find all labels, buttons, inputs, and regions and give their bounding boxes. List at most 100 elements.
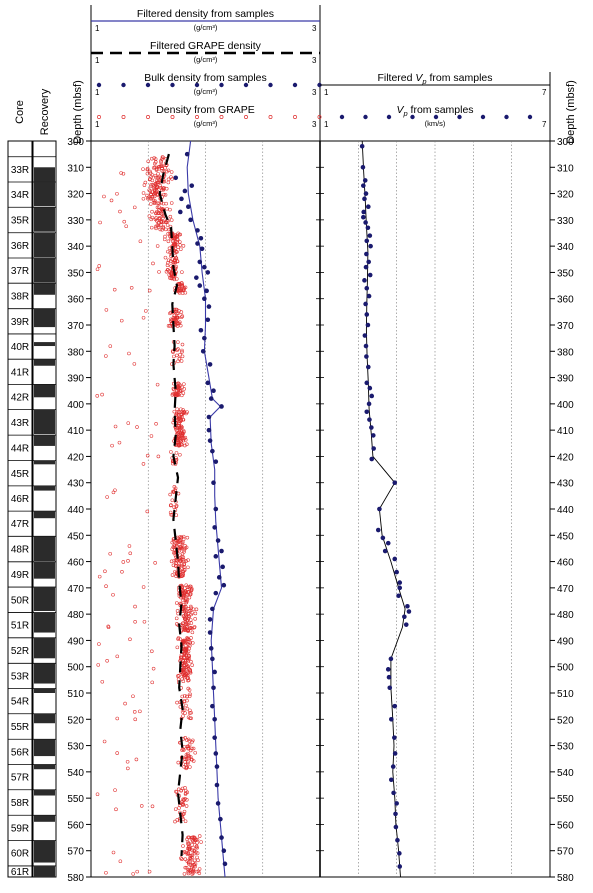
grape-point	[179, 310, 184, 314]
bulk-density-point	[197, 283, 203, 288]
vp-point	[393, 811, 398, 817]
grape-point	[180, 393, 184, 398]
grape-point	[179, 407, 183, 412]
grape-point	[168, 259, 173, 263]
grape-point	[176, 245, 180, 249]
recovered-interval	[34, 688, 55, 693]
grape-point	[179, 439, 184, 443]
legend-dot-sample	[457, 114, 462, 120]
depth-tick-label-right: 400	[557, 400, 574, 411]
grape-point	[149, 182, 154, 187]
grape-point	[97, 264, 101, 268]
grape-point	[171, 550, 176, 555]
vp-point	[375, 527, 381, 533]
bulk-density-point	[207, 438, 213, 443]
core-header: Core	[14, 100, 26, 124]
depth-tick-label-left: 330	[67, 216, 84, 227]
grape-point	[180, 748, 184, 752]
grape-point	[172, 277, 177, 282]
core-label: 45R	[11, 469, 29, 480]
grape-point	[155, 244, 160, 248]
legend-circle-sample	[244, 115, 248, 119]
grape-point	[174, 543, 179, 548]
grape-point	[182, 638, 186, 643]
grape-point	[115, 716, 120, 721]
grape-point	[189, 588, 194, 592]
grape-point	[191, 845, 195, 850]
depth-tick-label-left: 380	[67, 347, 84, 358]
grape-point	[155, 180, 160, 185]
depth-tick-label-left: 560	[67, 820, 84, 831]
depth-tick-label-left: 400	[67, 400, 84, 411]
grape-point	[118, 859, 123, 864]
grape-point	[179, 655, 183, 660]
grape-point	[186, 558, 190, 562]
bulk-density-point	[178, 209, 183, 215]
grape-point	[182, 748, 186, 752]
grape-point	[182, 797, 186, 802]
grape-point	[174, 504, 179, 508]
grape-point	[190, 872, 195, 876]
grape-point	[97, 642, 101, 646]
legend-dot-sample	[317, 82, 322, 88]
vp-point	[380, 535, 386, 541]
core-label: 42R	[11, 393, 29, 404]
depth-tick-label-left: 360	[67, 295, 84, 306]
grape-point	[182, 617, 187, 621]
grape-point	[180, 350, 184, 354]
grape-point	[169, 319, 173, 323]
grape-point	[183, 673, 187, 677]
grape-point	[188, 692, 192, 697]
legend-dot-sample	[219, 82, 224, 88]
vp-point	[363, 191, 369, 196]
grape-point	[173, 259, 177, 263]
grape-point	[161, 207, 165, 211]
recovered-interval	[34, 384, 55, 398]
grape-point	[189, 716, 193, 721]
grape-point	[190, 641, 195, 645]
depth-tick-label-left: 350	[67, 268, 84, 279]
recovered-interval	[34, 283, 55, 295]
grape-point	[183, 819, 188, 823]
grape-point	[175, 700, 179, 705]
grape-point	[190, 630, 195, 635]
vp-point	[364, 312, 370, 317]
grape-point	[190, 839, 195, 843]
grape-point	[188, 643, 192, 648]
grape-point	[131, 694, 135, 699]
legend-dot-sample	[363, 114, 368, 120]
grape-point	[146, 159, 151, 164]
grape-point	[161, 201, 166, 206]
recovered-interval	[34, 789, 55, 796]
bulk-density-point	[219, 548, 224, 554]
recovered-interval	[34, 232, 55, 258]
grape-point	[178, 323, 183, 328]
grape-point	[173, 243, 178, 248]
grape-point	[185, 592, 190, 597]
grape-point	[183, 760, 187, 764]
vp-point	[367, 417, 372, 422]
grape-point	[183, 435, 188, 440]
grape-point	[187, 754, 192, 759]
grape-point	[168, 510, 173, 515]
legend-axis-max: 7	[542, 88, 547, 97]
grape-point	[174, 564, 178, 569]
grape-point	[190, 863, 194, 868]
grape-point	[186, 678, 190, 683]
legend-name-sub: p	[402, 109, 407, 118]
core-label: 60R	[11, 849, 29, 860]
legend-dot-sample	[96, 82, 102, 88]
grape-point	[155, 382, 160, 387]
grape-point	[105, 659, 109, 663]
grape-point	[182, 663, 186, 667]
grape-point	[187, 585, 192, 590]
grape-point	[177, 356, 182, 361]
grape-point	[195, 851, 200, 855]
vp-point	[385, 540, 391, 546]
grape-point	[176, 760, 181, 765]
grape-point	[166, 249, 170, 254]
grape-point	[185, 599, 189, 603]
core-label: 58R	[11, 798, 29, 809]
grape-point	[151, 666, 156, 671]
depth-tick-label-left: 510	[67, 689, 84, 700]
